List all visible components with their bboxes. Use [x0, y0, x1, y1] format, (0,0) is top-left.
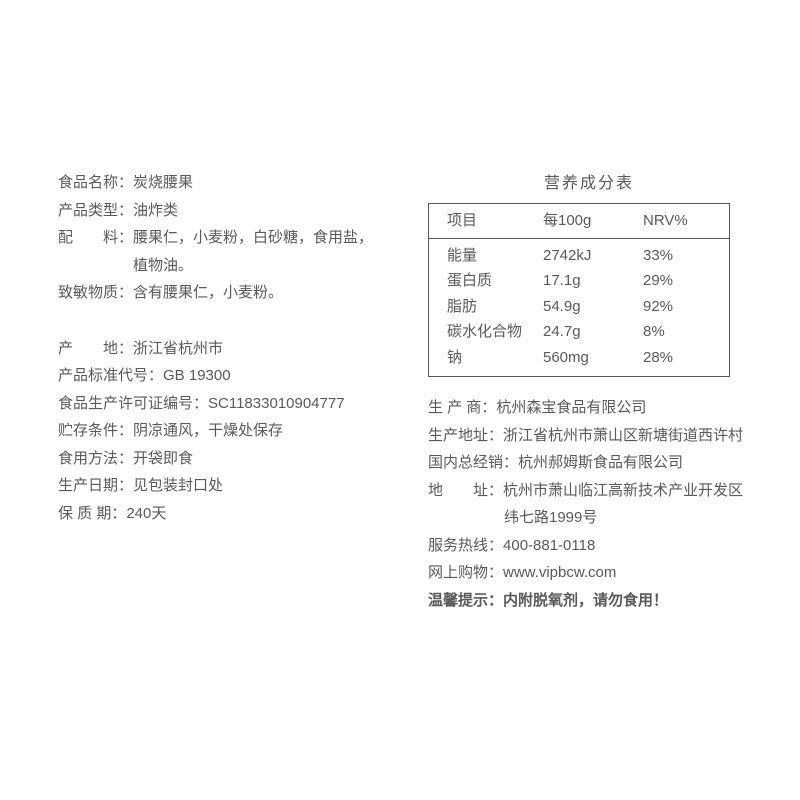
- value-name: 炭烧腰果: [133, 170, 398, 196]
- label-prod-date: 生产日期：: [58, 473, 133, 499]
- value-shop: www.vipbcw.com: [503, 560, 750, 586]
- nut-c2: 54.9g: [543, 294, 643, 320]
- value-distributor: 杭州郝姆斯食品有限公司: [518, 450, 750, 476]
- nut-row: 钠 560mg 28%: [447, 345, 715, 371]
- label-eat: 食用方法：: [58, 446, 133, 472]
- row-storage: 贮存条件： 阴凉通风，干燥处保存: [58, 418, 398, 444]
- nutrition-body: 能量 2742kJ 33% 蛋白质 17.1g 29% 脂肪 54.9g 92%…: [429, 239, 729, 377]
- label-allergen: 致敏物质：: [58, 280, 133, 306]
- value-type: 油炸类: [133, 198, 398, 224]
- nut-c2: 24.7g: [543, 319, 643, 345]
- row-addr2: 纬七路1999号: [428, 505, 750, 531]
- value-shelf: 240天: [126, 501, 398, 527]
- row-shop: 网上购物： www.vipbcw.com: [428, 560, 750, 586]
- nut-c2: 17.1g: [543, 268, 643, 294]
- nut-c1: 能量: [447, 243, 543, 269]
- label-hotline: 服务热线：: [428, 533, 503, 559]
- value-ingredients: 腰果仁，小麦粉，白砂糖，食用盐，: [133, 225, 398, 251]
- value-prod-addr: 浙江省杭州市萧山区新塘街道西许村: [503, 423, 750, 449]
- row-shelf: 保 质 期： 240天: [58, 501, 398, 527]
- row-ingredients2: 配 料： 植物油。: [58, 253, 398, 279]
- row-lic: 食品生产许可证编号： SC11833010904777: [58, 391, 398, 417]
- row-prod-addr: 生产地址： 浙江省杭州市萧山区新塘街道西许村: [428, 423, 750, 449]
- value-allergen: 含有腰果仁，小麦粉。: [133, 280, 398, 306]
- right-column: 营养成分表 项目 每100g NRV% 能量 2742kJ 33% 蛋白质 17…: [428, 170, 750, 615]
- row-allergen: 致敏物质： 含有腰果仁，小麦粉。: [58, 280, 398, 306]
- nut-h1: 项目: [447, 208, 543, 234]
- value-lic: SC11833010904777: [208, 391, 398, 417]
- label-producer: 生 产 商：: [428, 395, 496, 421]
- nut-h2: 每100g: [543, 208, 643, 234]
- left-column: 食品名称： 炭烧腰果 产品类型： 油炸类 配 料： 腰果仁，小麦粉，白砂糖，食用…: [58, 170, 398, 615]
- nutrition-title: 营养成分表: [428, 170, 750, 197]
- nut-c3: 8%: [643, 319, 715, 345]
- label-type: 产品类型：: [58, 198, 133, 224]
- row-eat: 食用方法： 开袋即食: [58, 446, 398, 472]
- value-prod-date: 见包装封口处: [133, 473, 398, 499]
- nut-c1: 蛋白质: [447, 268, 543, 294]
- label-name: 食品名称：: [58, 170, 133, 196]
- label-storage: 贮存条件：: [58, 418, 133, 444]
- label-shelf: 保 质 期：: [58, 501, 126, 527]
- product-label: 食品名称： 炭烧腰果 产品类型： 油炸类 配 料： 腰果仁，小麦粉，白砂糖，食用…: [0, 0, 800, 615]
- value-producer: 杭州森宝食品有限公司: [496, 395, 750, 421]
- nut-c3: 29%: [643, 268, 715, 294]
- value-eat: 开袋即食: [133, 446, 398, 472]
- row-distributor: 国内总经销： 杭州郝姆斯食品有限公司: [428, 450, 750, 476]
- row-std: 产品标准代号： GB 19300: [58, 363, 398, 389]
- label-warn: 温馨提示：: [428, 588, 503, 614]
- nut-row: 碳水化合物 24.7g 8%: [447, 319, 715, 345]
- value-origin: 浙江省杭州市: [133, 336, 398, 362]
- nutrition-table: 项目 每100g NRV% 能量 2742kJ 33% 蛋白质 17.1g 29…: [428, 203, 730, 377]
- value-ingredients2: 植物油。: [133, 253, 398, 279]
- row-prod-date: 生产日期： 见包装封口处: [58, 473, 398, 499]
- value-hotline: 400-881-0118: [503, 533, 750, 559]
- nut-c1: 脂肪: [447, 294, 543, 320]
- nut-c3: 92%: [643, 294, 715, 320]
- row-hotline: 服务热线： 400-881-0118: [428, 533, 750, 559]
- value-addr: 杭州市萧山临江高新技术产业开发区: [503, 478, 750, 504]
- label-ingredients: 配 料：: [58, 225, 133, 251]
- row-warn: 温馨提示： 内附脱氧剂，请勿食用！: [428, 588, 750, 614]
- label-origin: 产 地：: [58, 336, 133, 362]
- label-std: 产品标准代号：: [58, 363, 163, 389]
- row-ingredients: 配 料： 腰果仁，小麦粉，白砂糖，食用盐，: [58, 225, 398, 251]
- nut-row: 蛋白质 17.1g 29%: [447, 268, 715, 294]
- row-addr: 地 址： 杭州市萧山临江高新技术产业开发区: [428, 478, 750, 504]
- nut-c1: 钠: [447, 345, 543, 371]
- value-warn: 内附脱氧剂，请勿食用！: [503, 588, 750, 614]
- nut-h3: NRV%: [643, 208, 715, 234]
- label-prod-addr: 生产地址：: [428, 423, 503, 449]
- nut-c3: 33%: [643, 243, 715, 269]
- row-origin: 产 地： 浙江省杭州市: [58, 336, 398, 362]
- label-addr: 地 址：: [428, 478, 503, 504]
- nut-c1: 碳水化合物: [447, 319, 543, 345]
- nut-c3: 28%: [643, 345, 715, 371]
- nut-row: 脂肪 54.9g 92%: [447, 294, 715, 320]
- nut-c2: 560mg: [543, 345, 643, 371]
- value-addr2: 纬七路1999号: [428, 505, 597, 531]
- value-storage: 阴凉通风，干燥处保存: [133, 418, 398, 444]
- value-std: GB 19300: [163, 363, 398, 389]
- nut-row: 能量 2742kJ 33%: [447, 243, 715, 269]
- label-lic: 食品生产许可证编号：: [58, 391, 208, 417]
- row-name: 食品名称： 炭烧腰果: [58, 170, 398, 196]
- nut-c2: 2742kJ: [543, 243, 643, 269]
- nutrition-header: 项目 每100g NRV%: [429, 204, 729, 239]
- label-shop: 网上购物：: [428, 560, 503, 586]
- row-type: 产品类型： 油炸类: [58, 198, 398, 224]
- label-distributor: 国内总经销：: [428, 450, 518, 476]
- row-producer: 生 产 商： 杭州森宝食品有限公司: [428, 395, 750, 421]
